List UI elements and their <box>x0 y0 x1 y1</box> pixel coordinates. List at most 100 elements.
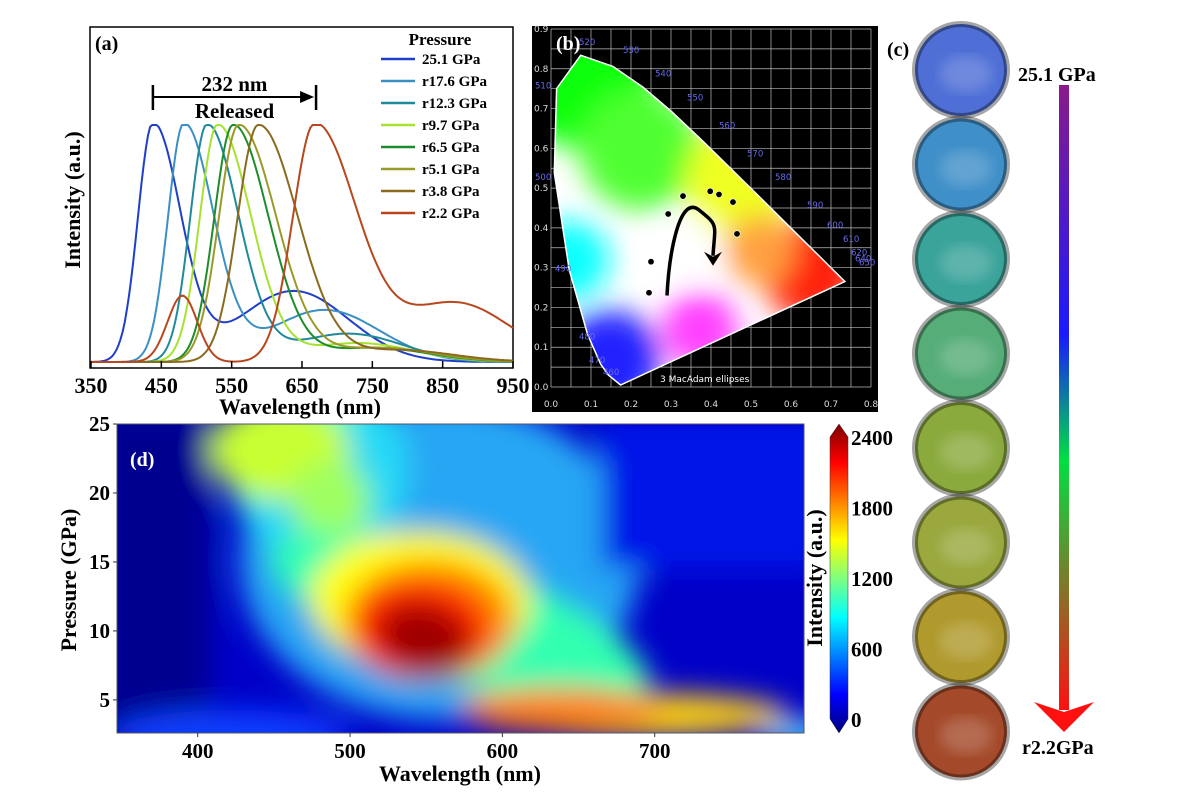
locus-label: 490 <box>555 265 571 275</box>
panel-a-legend: 25.1 GPa r17.6 GPa r12.3 GPa r9.7 GPa r6.5 G… <box>381 52 487 222</box>
sample-photo-rim <box>912 304 1010 403</box>
cie-point <box>679 192 687 200</box>
legend-label: r12.3 GPa <box>422 96 487 112</box>
shift-note: Released <box>195 99 275 123</box>
cie-point <box>729 198 737 206</box>
x-tick-label: 0.0 <box>544 400 559 410</box>
cie-point <box>715 190 723 198</box>
x-tick-label: 0.1 <box>584 400 598 410</box>
x-tick-label: 0.7 <box>824 400 838 410</box>
y-tick-label: 0.0 <box>534 383 549 393</box>
x-tick-label: 0.2 <box>624 400 638 410</box>
locus-label: 460 <box>603 368 619 378</box>
sample-photo-rim <box>912 588 1010 686</box>
cie-arrowhead <box>704 251 722 266</box>
locus-label: 610 <box>843 235 859 245</box>
cie-trend-arrow <box>665 205 717 296</box>
colorbar-tick-label: 600 <box>851 638 883 662</box>
sample-photo-rim <box>912 115 1010 214</box>
x-tick-label: 850 <box>426 373 459 398</box>
panel-a-label: (a) <box>95 33 118 55</box>
x-tick-label: 0.8 <box>864 400 879 410</box>
y-tick-label: 0.2 <box>534 303 548 313</box>
sample-photo-rim <box>912 210 1010 308</box>
cie-point <box>706 187 714 195</box>
heatmap-area <box>117 424 804 733</box>
colorbar-tick-label: 2400 <box>851 426 893 450</box>
cie-point <box>664 210 672 218</box>
sample-photo-glow <box>940 528 992 565</box>
locus-label: 560 <box>719 121 735 131</box>
heatmap-xlabel: Wavelength (nm) <box>379 761 541 786</box>
locus-label: 520 <box>579 38 595 48</box>
macadam-label: 3 MacAdam ellipses <box>660 375 750 385</box>
panel-d-label: (d) <box>130 449 154 471</box>
sample-photo-glow <box>940 150 992 187</box>
colorbar-ticks: 0 600 1200 1800 2400 <box>851 426 893 732</box>
locus-label: 620 <box>851 249 867 259</box>
y-tick-label: 0.9 <box>534 25 549 35</box>
sample-photo-glow <box>940 56 992 92</box>
cie-points <box>645 187 741 297</box>
legend-label: r9.7 GPa <box>422 118 480 134</box>
cie-point <box>647 258 655 266</box>
legend-title: Pressure <box>409 30 472 49</box>
spectrum-line <box>91 124 514 363</box>
locus-label: 570 <box>747 149 763 159</box>
x-tick-label: 500 <box>334 739 366 763</box>
colorbar <box>829 423 849 734</box>
y-tick-label: 25 <box>89 412 110 436</box>
colorbar-tick-label: 1800 <box>851 497 893 521</box>
colorbar-label: Intensity (a.u.) <box>802 509 827 647</box>
locus-label: 640 <box>855 255 871 265</box>
top-pressure-label: 25.1 GPa <box>1018 64 1096 86</box>
cie-point <box>645 289 653 297</box>
y-tick-label: 5 <box>100 688 111 712</box>
legend-label: r5.1 GPa <box>422 162 480 178</box>
x-tick-label: 400 <box>182 739 214 763</box>
panel-c: (c) 25.1 GPa r2.2GPa <box>887 21 1096 781</box>
panel-d: 400 500 600 700 5 10 15 20 25 (d) Wavelength (n… <box>56 412 893 786</box>
photo-column <box>912 21 1010 781</box>
spectrum-line <box>91 124 513 363</box>
pressure-arrowhead <box>1034 702 1094 732</box>
panel-b: 0.0 0.1 0.2 0.3 0.4 0.5 0.6 0.7 0.8 0.0 0.1 0.2 0.3 0… <box>532 25 878 412</box>
legend-label: r2.2 GPa <box>422 206 480 222</box>
locus-label: 530 <box>623 46 639 56</box>
x-tick-label: 600 <box>487 739 519 763</box>
locus-label: 580 <box>775 173 791 183</box>
locus-label: 550 <box>687 94 703 104</box>
x-tick-label: 350 <box>75 373 108 398</box>
legend-label: 25.1 GPa <box>422 52 481 68</box>
x-tick-label: 750 <box>356 373 389 398</box>
x-tick-label: 0.4 <box>704 400 719 410</box>
sample-photo-rim <box>912 21 1010 119</box>
y-tick-label: 0.6 <box>534 144 549 154</box>
cie-point <box>733 230 741 238</box>
y-tick-label: 0.1 <box>534 343 548 353</box>
panel-a-frame <box>89 26 514 369</box>
y-tick-label: 20 <box>89 481 110 505</box>
sample-photo-rim <box>912 682 1010 781</box>
shift-value: 232 nm <box>202 72 268 96</box>
locus-label: 600 <box>827 221 843 231</box>
panel-a-ylabel: Intensity (a.u.) <box>60 131 85 269</box>
heatmap-ylabel: Pressure (GPa) <box>56 509 81 652</box>
legend-label: r17.6 GPa <box>422 74 487 90</box>
panel-c-label: (c) <box>887 39 909 61</box>
locus-label: 650 <box>859 259 875 269</box>
y-tick-label: 0.3 <box>534 264 548 274</box>
heatmap-frame <box>116 423 805 734</box>
panel-a: 350 450 550 650 750 850 950 (a) Wavelength (nm… <box>60 26 530 419</box>
heatmap-y-ticks: 5 10 15 20 25 <box>89 412 117 712</box>
locus-label: 540 <box>655 70 671 80</box>
x-tick-label: 950 <box>497 373 530 398</box>
sample-photo-glow <box>940 623 992 659</box>
cie-wavelength-labels: 460 470 480 490 500 510 520 530 540 550 560 570 580 5… <box>535 38 875 378</box>
sample-photo-glow <box>940 245 992 281</box>
x-tick-label: 650 <box>286 373 319 398</box>
heatmap-x-ticks: 400 500 600 700 <box>182 733 670 763</box>
cie-axis-ticks: 0.0 0.1 0.2 0.3 0.4 0.5 0.6 0.7 0.8 0.0 0.1 0.2 0.3 0… <box>534 25 878 410</box>
locus-label: 500 <box>535 173 551 183</box>
